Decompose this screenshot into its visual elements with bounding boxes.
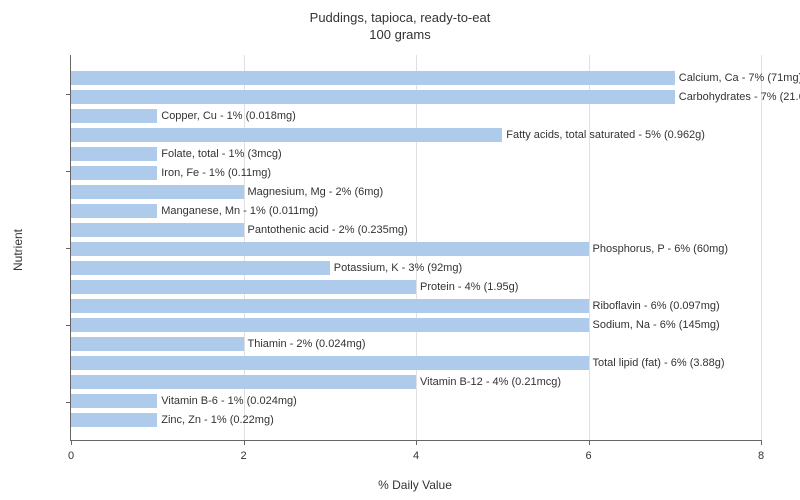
x-tick [244, 440, 245, 445]
nutrient-bar [71, 90, 675, 104]
x-tick [761, 440, 762, 445]
x-tick-label: 6 [585, 450, 591, 462]
y-tick [66, 325, 71, 326]
nutrient-bar-label: Manganese, Mn - 1% (0.011mg) [157, 204, 318, 218]
nutrient-bar [71, 356, 589, 370]
nutrient-bar-label: Protein - 4% (1.95g) [416, 280, 518, 294]
nutrient-bar [71, 185, 244, 199]
nutrient-bar [71, 413, 157, 427]
nutrient-bar [71, 166, 157, 180]
y-tick [66, 402, 71, 403]
nutrient-bar-label: Iron, Fe - 1% (0.11mg) [157, 166, 271, 180]
x-tick-label: 8 [758, 450, 764, 462]
nutrient-bar-label: Sodium, Na - 6% (145mg) [589, 318, 720, 332]
nutrient-bar-label: Phosphorus, P - 6% (60mg) [589, 242, 729, 256]
nutrient-bar [71, 280, 416, 294]
nutrient-bar-label: Vitamin B-6 - 1% (0.024mg) [157, 394, 297, 408]
nutrient-bar [71, 71, 675, 85]
x-tick-label: 4 [413, 450, 419, 462]
nutrient-bar [71, 109, 157, 123]
nutrient-bar-label: Folate, total - 1% (3mcg) [157, 147, 281, 161]
nutrient-bar [71, 147, 157, 161]
nutrient-bar [71, 223, 244, 237]
x-tick-label: 0 [68, 450, 74, 462]
plot-area: 02468Calcium, Ca - 7% (71mg)Carbohydrate… [70, 55, 761, 441]
nutrient-bar-label: Copper, Cu - 1% (0.018mg) [157, 109, 296, 123]
nutrient-bar-label: Vitamin B-12 - 4% (0.21mcg) [416, 375, 561, 389]
chart-title: Puddings, tapioca, ready-to-eat 100 gram… [0, 0, 800, 44]
y-axis-label: Nutrient [11, 229, 25, 271]
nutrient-bar [71, 204, 157, 218]
nutrient-bar-label: Total lipid (fat) - 6% (3.88g) [589, 356, 725, 370]
nutrient-bar [71, 394, 157, 408]
nutrient-bar [71, 299, 589, 313]
y-tick [66, 94, 71, 95]
nutrient-bar [71, 337, 244, 351]
nutrient-bar-label: Thiamin - 2% (0.024mg) [244, 337, 366, 351]
nutrient-bar [71, 375, 416, 389]
nutrient-bar-label: Magnesium, Mg - 2% (6mg) [244, 185, 384, 199]
nutrient-bar-label: Potassium, K - 3% (92mg) [330, 261, 462, 275]
title-line-2: 100 grams [369, 27, 430, 42]
title-line-1: Puddings, tapioca, ready-to-eat [310, 10, 491, 25]
nutrient-bar-label: Calcium, Ca - 7% (71mg) [675, 71, 800, 85]
x-tick-label: 2 [240, 450, 246, 462]
y-tick [66, 248, 71, 249]
nutrient-bar-label: Carbohydrates - 7% (21.69g) [675, 90, 800, 104]
x-tick [71, 440, 72, 445]
y-tick [66, 171, 71, 172]
nutrition-chart: Puddings, tapioca, ready-to-eat 100 gram… [0, 0, 800, 500]
nutrient-bar [71, 128, 502, 142]
nutrient-bar-label: Riboflavin - 6% (0.097mg) [589, 299, 720, 313]
nutrient-bar [71, 261, 330, 275]
nutrient-bar [71, 318, 589, 332]
nutrient-bar [71, 242, 589, 256]
gridline [761, 55, 762, 440]
x-tick [416, 440, 417, 445]
nutrient-bar-label: Pantothenic acid - 2% (0.235mg) [244, 223, 408, 237]
x-axis-label: % Daily Value [378, 478, 452, 492]
x-tick [589, 440, 590, 445]
nutrient-bar-label: Zinc, Zn - 1% (0.22mg) [157, 413, 273, 427]
nutrient-bar-label: Fatty acids, total saturated - 5% (0.962… [502, 128, 705, 142]
